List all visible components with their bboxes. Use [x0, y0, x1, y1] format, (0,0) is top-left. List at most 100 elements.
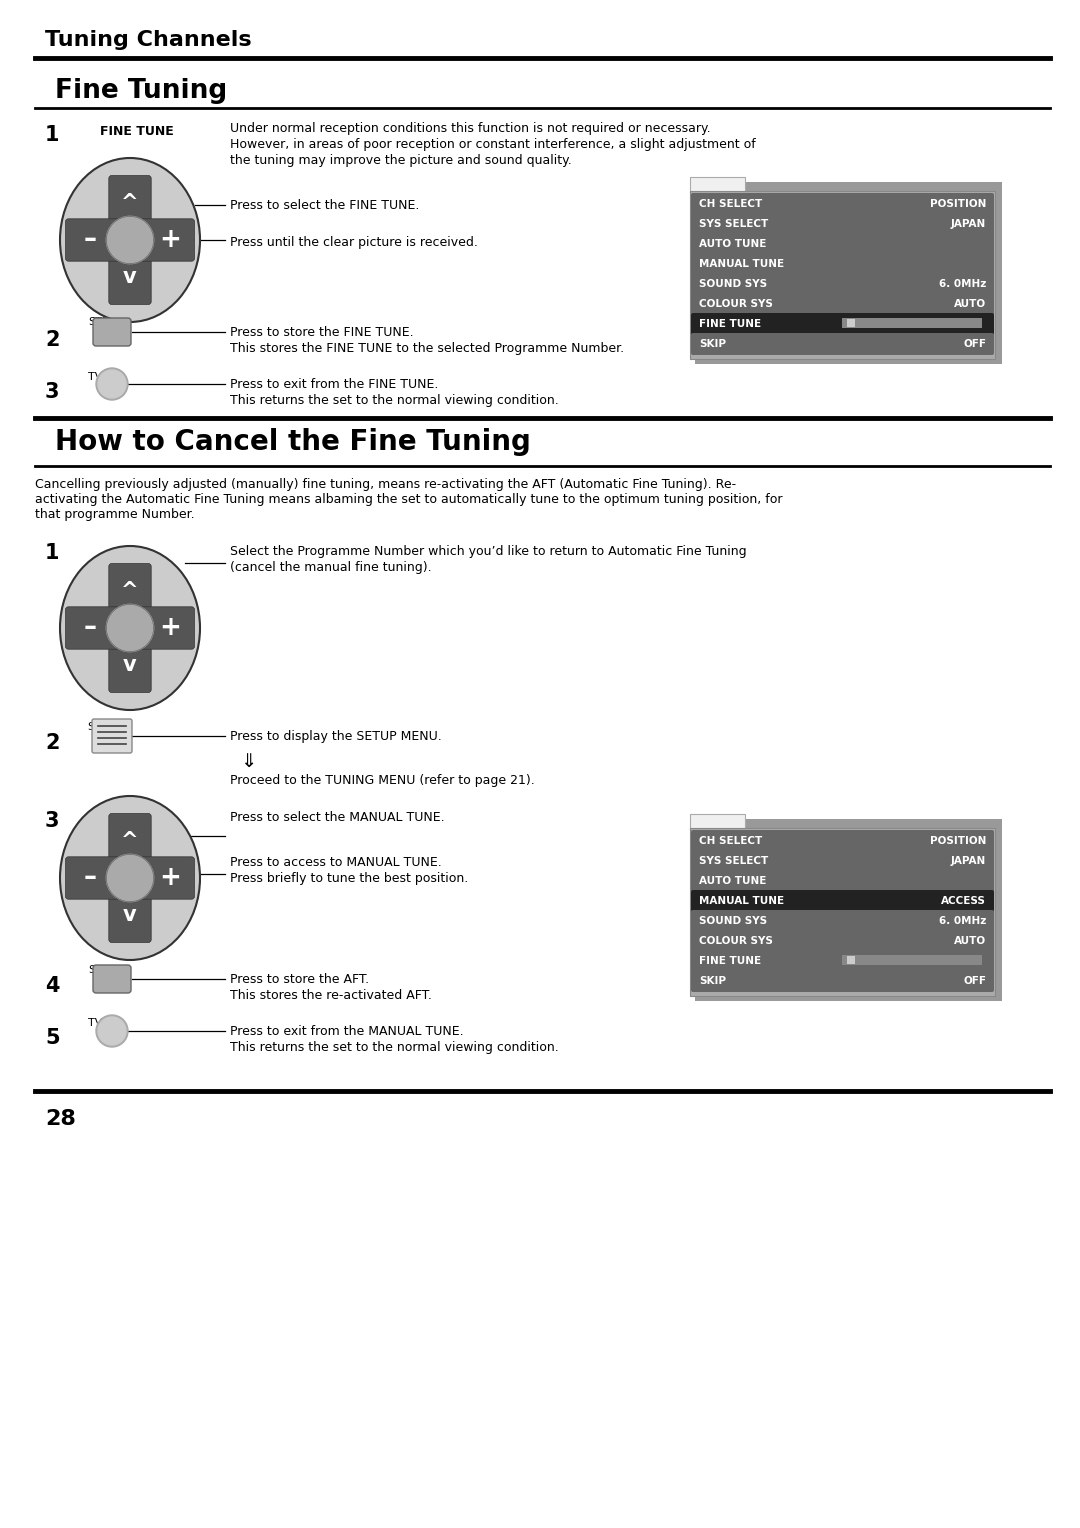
FancyBboxPatch shape — [93, 318, 131, 345]
Text: 4: 4 — [45, 976, 59, 996]
Text: POSITION: POSITION — [930, 199, 986, 209]
Text: TV/AV: TV/AV — [87, 1018, 121, 1028]
FancyBboxPatch shape — [847, 319, 855, 327]
Text: SOUND SYS: SOUND SYS — [699, 280, 767, 289]
FancyBboxPatch shape — [690, 828, 995, 996]
Text: OFF: OFF — [963, 339, 986, 348]
Text: Press briefly to tune the best position.: Press briefly to tune the best position. — [230, 872, 469, 885]
Text: 5: 5 — [45, 1028, 59, 1048]
Text: the tuning may improve the picture and sound quality.: the tuning may improve the picture and s… — [230, 154, 571, 167]
Ellipse shape — [106, 854, 153, 902]
FancyBboxPatch shape — [66, 857, 194, 898]
FancyBboxPatch shape — [691, 869, 994, 892]
FancyBboxPatch shape — [691, 830, 994, 853]
Text: SKIP: SKIP — [699, 976, 726, 986]
Text: COLOUR SYS: COLOUR SYS — [699, 299, 773, 309]
FancyBboxPatch shape — [66, 607, 194, 649]
FancyBboxPatch shape — [109, 813, 151, 943]
FancyBboxPatch shape — [691, 313, 994, 335]
FancyBboxPatch shape — [691, 931, 994, 952]
FancyBboxPatch shape — [691, 889, 994, 912]
Ellipse shape — [60, 157, 200, 322]
Text: Press to store the AFT.: Press to store the AFT. — [230, 973, 369, 986]
FancyBboxPatch shape — [93, 966, 131, 993]
Text: SET UP: SET UP — [87, 723, 127, 732]
FancyBboxPatch shape — [691, 212, 994, 235]
FancyBboxPatch shape — [691, 193, 994, 215]
Text: ^: ^ — [121, 193, 139, 212]
Text: 1: 1 — [45, 125, 59, 145]
Text: Under normal reception conditions this function is not required or necessary.: Under normal reception conditions this f… — [230, 122, 711, 134]
Text: AUTO: AUTO — [954, 299, 986, 309]
Text: AUTO: AUTO — [954, 937, 986, 946]
Text: v: v — [123, 656, 137, 675]
Text: How to Cancel the Fine Tuning: How to Cancel the Fine Tuning — [55, 428, 531, 455]
Text: 6. 0MHz: 6. 0MHz — [939, 280, 986, 289]
Text: 28: 28 — [45, 1109, 76, 1129]
FancyBboxPatch shape — [109, 176, 151, 304]
Text: TV/AV: TV/AV — [87, 371, 121, 382]
FancyBboxPatch shape — [109, 564, 151, 692]
FancyBboxPatch shape — [690, 177, 745, 193]
Text: FINE TUNE: FINE TUNE — [699, 957, 761, 966]
Text: –: – — [83, 865, 96, 891]
Text: 6. 0MHz: 6. 0MHz — [939, 915, 986, 926]
Text: Press to exit from the MANUAL TUNE.: Press to exit from the MANUAL TUNE. — [230, 1025, 463, 1038]
Circle shape — [98, 370, 126, 397]
Text: 3: 3 — [45, 382, 59, 402]
Text: Press to select the MANUAL TUNE.: Press to select the MANUAL TUNE. — [230, 811, 445, 824]
FancyBboxPatch shape — [690, 191, 995, 359]
FancyBboxPatch shape — [842, 955, 982, 966]
Text: CH SELECT: CH SELECT — [699, 199, 762, 209]
Text: This stores the re-activated AFT.: This stores the re-activated AFT. — [230, 989, 432, 1002]
Text: SYS SELECT: SYS SELECT — [699, 856, 768, 866]
Text: v: v — [123, 905, 137, 924]
FancyBboxPatch shape — [847, 957, 855, 964]
FancyBboxPatch shape — [691, 274, 994, 295]
Text: FINE TUNE: FINE TUNE — [100, 125, 174, 138]
Text: SOUND SYS: SOUND SYS — [699, 915, 767, 926]
Text: Proceed to the TUNING MENU (refer to page 21).: Proceed to the TUNING MENU (refer to pag… — [230, 775, 535, 787]
Text: AUTO TUNE: AUTO TUNE — [699, 238, 767, 249]
Text: This returns the set to the normal viewing condition.: This returns the set to the normal viewi… — [230, 394, 558, 406]
FancyBboxPatch shape — [691, 232, 994, 255]
Text: STR: STR — [87, 316, 110, 327]
Text: ^: ^ — [121, 581, 139, 601]
Ellipse shape — [106, 605, 153, 651]
Text: FINE TUNE: FINE TUNE — [699, 319, 761, 329]
Text: 1: 1 — [45, 542, 59, 562]
Text: POSITION: POSITION — [930, 836, 986, 847]
FancyBboxPatch shape — [691, 970, 994, 992]
Text: AUTO TUNE: AUTO TUNE — [699, 876, 767, 886]
Text: However, in areas of poor reception or constant interference, a slight adjustmen: However, in areas of poor reception or c… — [230, 138, 756, 151]
Text: +: + — [159, 228, 181, 254]
FancyBboxPatch shape — [66, 219, 194, 261]
FancyBboxPatch shape — [691, 333, 994, 354]
Ellipse shape — [106, 217, 153, 264]
FancyBboxPatch shape — [92, 720, 132, 753]
Text: SYS SELECT: SYS SELECT — [699, 219, 768, 229]
FancyBboxPatch shape — [690, 814, 745, 830]
Text: OFF: OFF — [963, 976, 986, 986]
FancyBboxPatch shape — [691, 293, 994, 315]
Text: (cancel the manual fine tuning).: (cancel the manual fine tuning). — [230, 561, 432, 575]
Text: STR: STR — [87, 966, 110, 975]
Text: +: + — [159, 614, 181, 642]
Text: ^: ^ — [121, 831, 139, 851]
Text: COLOUR SYS: COLOUR SYS — [699, 937, 773, 946]
FancyBboxPatch shape — [691, 911, 994, 932]
Text: CH SELECT: CH SELECT — [699, 836, 762, 847]
Ellipse shape — [60, 796, 200, 960]
Text: Select the Programme Number which you’d like to return to Automatic Fine Tuning: Select the Programme Number which you’d … — [230, 545, 746, 558]
Text: 2: 2 — [45, 330, 59, 350]
Circle shape — [96, 368, 129, 400]
Text: Press until the clear picture is received.: Press until the clear picture is receive… — [230, 235, 477, 249]
Text: Cancelling previously adjusted (manually) fine tuning, means re-activating the A: Cancelling previously adjusted (manually… — [35, 478, 737, 490]
FancyBboxPatch shape — [842, 318, 982, 329]
Ellipse shape — [60, 545, 200, 711]
Text: Press to access to MANUAL TUNE.: Press to access to MANUAL TUNE. — [230, 856, 442, 869]
FancyBboxPatch shape — [691, 950, 994, 972]
Text: MANUAL TUNE: MANUAL TUNE — [699, 260, 784, 269]
Text: Fine Tuning: Fine Tuning — [55, 78, 227, 104]
Text: 2: 2 — [45, 733, 59, 753]
